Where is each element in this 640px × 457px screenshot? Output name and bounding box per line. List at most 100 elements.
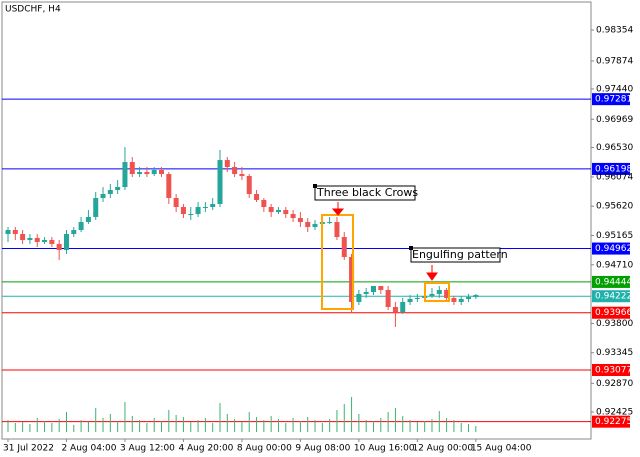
anchor	[313, 184, 317, 188]
candle-body	[327, 222, 333, 224]
candle-body	[5, 230, 11, 234]
candle-body	[451, 297, 457, 302]
candle-body	[217, 160, 223, 204]
x-tick-label: 15 Aug 04:00	[471, 444, 532, 454]
y-tick-label: 0.92870	[596, 379, 633, 389]
candle-body	[56, 243, 62, 250]
level-label: 0.92275	[595, 417, 632, 427]
level-label-box	[592, 162, 630, 175]
arrow	[426, 265, 438, 281]
candle-body	[12, 230, 18, 234]
level-label: 0.94222	[595, 292, 632, 302]
candle-body	[239, 174, 245, 177]
chart-title: USDCHF, H4	[5, 5, 61, 15]
candle-body	[137, 172, 143, 175]
candle-body	[356, 293, 362, 302]
candle-body	[458, 299, 464, 302]
candle-body	[166, 174, 172, 198]
candle-body	[341, 237, 347, 257]
y-tick-label: 0.95620	[596, 202, 633, 212]
y-tick-label: 0.92425	[596, 408, 633, 418]
candle-body	[122, 162, 128, 188]
level-label-box	[592, 290, 630, 303]
candle-body	[444, 289, 450, 298]
candle-body	[100, 193, 106, 198]
candle-body	[151, 170, 157, 175]
y-tick-label: 0.97874	[596, 56, 633, 66]
candle-body	[378, 285, 384, 290]
x-tick-label: 10 Aug 16:00	[354, 444, 415, 454]
pattern-box	[424, 282, 450, 302]
candle-body	[290, 214, 296, 219]
level-label-box	[592, 275, 630, 288]
candle-body	[297, 218, 303, 223]
candle-body	[312, 224, 318, 227]
anchor	[409, 246, 413, 250]
candle-body	[34, 237, 40, 242]
candle-body	[268, 207, 274, 213]
candle-body	[473, 295, 479, 298]
candle-body	[129, 162, 135, 175]
candle-body	[107, 189, 113, 194]
annotation-box	[410, 247, 501, 263]
level-label-box	[592, 242, 630, 255]
x-tick-label: 9 Aug 08:00	[295, 444, 350, 454]
candle-body	[224, 160, 230, 167]
x-tick-label: 4 Aug 20:00	[178, 444, 233, 454]
y-tick-label: 0.96074	[596, 172, 633, 182]
level-label-box	[592, 364, 630, 376]
candle-body	[371, 285, 376, 292]
arrow	[331, 202, 345, 216]
x-tick-label: 31 Jul 2022	[3, 444, 54, 454]
level-label-box	[592, 306, 630, 319]
candle-body	[246, 176, 252, 194]
level-label-box	[592, 93, 630, 106]
candle-body	[261, 199, 267, 208]
candle-body	[436, 289, 442, 294]
y-tick-label: 0.98354	[596, 26, 633, 36]
candle-body	[414, 297, 420, 300]
y-tick-label: 0.96969	[596, 115, 633, 125]
candle-body	[254, 193, 260, 200]
candle-body	[392, 306, 398, 313]
candle-body	[49, 239, 55, 244]
annotation: Three black Crows	[316, 186, 418, 199]
candle-body	[180, 207, 186, 215]
candle-body	[63, 233, 69, 250]
y-tick-label: 0.95165	[596, 231, 633, 241]
candle-body	[202, 207, 208, 209]
candle-body	[159, 170, 165, 175]
candle-body	[20, 233, 26, 240]
candle-body	[195, 207, 201, 215]
candle-body	[93, 197, 99, 217]
level-label-box	[592, 415, 630, 428]
candle-body	[42, 239, 48, 242]
candle-body	[71, 230, 77, 234]
level-label: 0.96198	[595, 164, 632, 174]
candle-body	[173, 197, 179, 208]
candle-body	[429, 293, 435, 296]
x-tick-label: 12 Aug 00:00	[412, 444, 473, 454]
candle-body	[144, 172, 150, 175]
x-tick-label: 2 Aug 04:00	[61, 444, 116, 454]
candle-body	[385, 289, 391, 307]
candle-body	[400, 301, 406, 313]
level-label: 0.94962	[595, 244, 632, 254]
y-tick-label: 0.94710	[596, 260, 633, 270]
y-tick-label: 0.96530	[596, 143, 633, 153]
candle-body	[305, 222, 311, 227]
candle-body	[85, 216, 91, 223]
candle-body	[210, 203, 216, 208]
candle-body	[334, 222, 340, 238]
candle-body	[363, 291, 369, 294]
candle-body	[407, 299, 413, 302]
level-label: 0.93966	[595, 308, 632, 318]
y-tick-label: 0.93800	[596, 319, 633, 329]
annotation-box	[314, 185, 416, 201]
level-label: 0.94444	[595, 277, 632, 287]
candle-body	[283, 210, 289, 215]
candle-body	[232, 166, 238, 175]
candle-body	[78, 222, 84, 231]
y-tick-label: 0.93345	[596, 348, 633, 358]
